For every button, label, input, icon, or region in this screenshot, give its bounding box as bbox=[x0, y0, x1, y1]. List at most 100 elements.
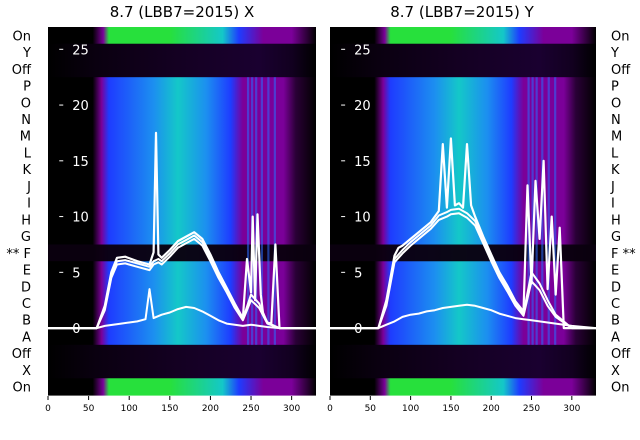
left-row-label: I bbox=[27, 197, 31, 212]
right-row-label: On bbox=[611, 29, 629, 44]
left-chart-title: 8.7 (LBB7=2015) X bbox=[110, 3, 255, 21]
left-row-label: D bbox=[21, 280, 31, 295]
right-row-label: O bbox=[611, 96, 621, 111]
y-tick-label: 25 bbox=[72, 43, 89, 58]
right-row-label: C bbox=[611, 297, 620, 312]
series-line bbox=[330, 212, 596, 330]
x-tick-label: 50 bbox=[83, 404, 95, 414]
y-tick-label: 25 bbox=[354, 43, 371, 58]
series-line bbox=[48, 288, 316, 330]
heatmap-row bbox=[48, 378, 316, 396]
right-row-label: Off bbox=[611, 347, 631, 362]
heatmap-row bbox=[48, 43, 316, 62]
x-tick-label: 200 bbox=[202, 404, 219, 414]
x-tick-label: 300 bbox=[563, 404, 580, 414]
heatmap-row bbox=[330, 344, 596, 363]
heatmap-row bbox=[330, 43, 596, 62]
left-row-label: X bbox=[22, 364, 31, 379]
y-tick-label: 15 bbox=[354, 155, 371, 170]
right-row-label: H bbox=[611, 213, 621, 228]
right-row-label: E bbox=[611, 264, 619, 279]
x-tick-label: 0 bbox=[45, 404, 51, 414]
right-row-label: On bbox=[611, 381, 629, 396]
heatmap-streak bbox=[260, 77, 263, 345]
right-row-label: G bbox=[611, 230, 621, 245]
series-line bbox=[330, 303, 597, 330]
heatmap-streak bbox=[246, 77, 250, 345]
heatmap-row bbox=[48, 344, 316, 363]
right-row-label: X bbox=[611, 364, 620, 379]
left-row-label: M bbox=[20, 130, 31, 145]
heatmap-streak bbox=[251, 77, 254, 345]
left-row-label: B bbox=[22, 314, 31, 329]
left-row-label: A bbox=[22, 330, 31, 345]
x-tick-label: 50 bbox=[365, 404, 377, 414]
heatmap-streak bbox=[255, 77, 258, 345]
left-row-label: On bbox=[13, 29, 31, 44]
left-row-label: K bbox=[22, 163, 31, 178]
right-chart-title: 8.7 (LBB7=2015) Y bbox=[390, 3, 534, 21]
heatmap-streak bbox=[541, 77, 544, 345]
heatmap-streak bbox=[273, 77, 276, 345]
left-row-label: J bbox=[26, 180, 31, 195]
y-tick-label: 10 bbox=[354, 211, 371, 226]
left-row-label: P bbox=[23, 80, 31, 95]
left-row-label: Y bbox=[22, 46, 31, 61]
heatmap-row bbox=[48, 361, 316, 379]
x-tick-label: 250 bbox=[523, 404, 540, 414]
heatmap-streak bbox=[547, 77, 550, 345]
heatmap-streak bbox=[531, 77, 534, 345]
y-tick-label: 20 bbox=[354, 99, 371, 114]
series-line bbox=[48, 234, 316, 330]
y-tick-label: 0 bbox=[72, 322, 80, 337]
right-row-label: B bbox=[611, 314, 620, 329]
series-line bbox=[330, 137, 596, 330]
right-row-label: Y bbox=[610, 46, 619, 61]
left-row-label: C bbox=[22, 297, 31, 312]
right-row-label: K bbox=[611, 163, 620, 178]
left-row-label: O bbox=[21, 96, 31, 111]
x-tick-label: 100 bbox=[402, 404, 419, 414]
y-tick-label: 15 bbox=[72, 155, 89, 170]
left-row-label: N bbox=[21, 113, 31, 128]
right-row-label: I bbox=[611, 197, 615, 212]
left-row-label: On bbox=[13, 381, 31, 396]
y-tick-label: 0 bbox=[354, 322, 362, 337]
right-row-label: D bbox=[611, 280, 621, 295]
right-row-label: J bbox=[610, 180, 615, 195]
right-row-label: M bbox=[611, 130, 622, 145]
y-tick-label: 10 bbox=[72, 211, 89, 226]
series-line bbox=[48, 237, 316, 330]
right-row-label: F ** bbox=[611, 247, 636, 262]
heatmap-streak bbox=[554, 77, 557, 345]
left-row-label: Off bbox=[12, 347, 32, 362]
right-row-label: N bbox=[611, 113, 621, 128]
x-tick-label: 300 bbox=[283, 404, 300, 414]
y-tick-label: 20 bbox=[72, 99, 89, 114]
left-row-label: Off bbox=[12, 63, 32, 78]
x-tick-label: 0 bbox=[327, 404, 333, 414]
right-row-label: A bbox=[611, 330, 620, 345]
series-line bbox=[330, 207, 596, 330]
heatmap-row bbox=[330, 27, 596, 45]
heatmap-row bbox=[330, 378, 596, 396]
x-tick-label: 200 bbox=[483, 404, 500, 414]
heatmap-row bbox=[330, 361, 596, 379]
left-row-label: L bbox=[24, 146, 32, 161]
heatmap-row bbox=[48, 27, 316, 45]
left-row-label: H bbox=[21, 213, 31, 228]
x-tick-label: 150 bbox=[442, 404, 459, 414]
left-row-label: G bbox=[21, 230, 31, 245]
x-tick-label: 250 bbox=[242, 404, 259, 414]
x-tick-label: 100 bbox=[121, 404, 138, 414]
right-row-label: L bbox=[611, 146, 619, 161]
right-row-label: Off bbox=[611, 63, 631, 78]
left-row-label: E bbox=[23, 264, 31, 279]
heatmap-streak bbox=[267, 77, 270, 345]
right-row-label: P bbox=[611, 80, 619, 95]
heatmap-row bbox=[48, 60, 316, 78]
